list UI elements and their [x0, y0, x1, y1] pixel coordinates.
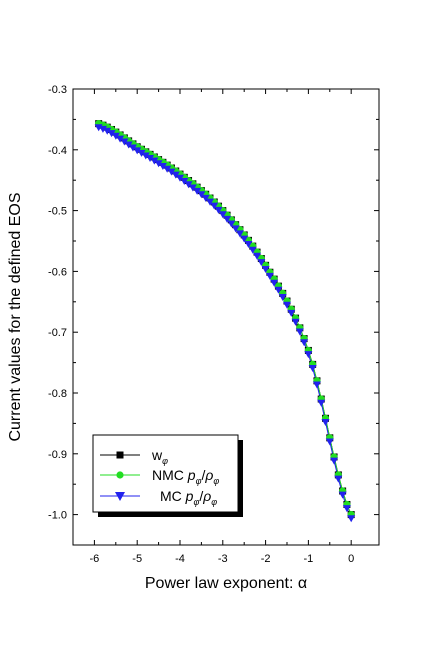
x-tick-label: -4 — [175, 553, 185, 565]
data-point-triangle — [103, 127, 112, 135]
data-point-triangle — [98, 125, 107, 133]
y-tick-label: -1.0 — [48, 510, 67, 522]
data-point-triangle — [120, 138, 129, 146]
y-tick-label: -0.9 — [48, 449, 67, 461]
data-point-triangle — [171, 171, 180, 179]
data-point-triangle — [304, 351, 313, 359]
data-point-triangle — [141, 152, 150, 160]
plot-frame — [72, 88, 380, 546]
data-point-triangle — [240, 235, 249, 243]
legend-label-1: NMC pφ/ρφ — [152, 467, 219, 486]
data-point-triangle — [163, 165, 172, 173]
y-tick-label: -0.7 — [48, 327, 67, 339]
data-point-triangle — [244, 241, 253, 249]
data-point-triangle — [223, 215, 232, 223]
x-tick-label: -1 — [303, 553, 313, 565]
y-tick-label: -0.8 — [48, 388, 67, 400]
data-point-triangle — [180, 177, 189, 185]
data-point-triangle — [210, 202, 219, 210]
legend-marker-triangle — [115, 492, 125, 501]
data-point-triangle — [295, 328, 304, 336]
data-point-triangle — [274, 286, 283, 294]
data-point-triangle — [188, 184, 197, 192]
data-point-triangle — [342, 505, 351, 513]
y-axis: -1.0 -0.9 -0.8 -0.7 -0.6 -0.5 -0.4 -0.3 — [48, 84, 379, 522]
data-point-triangle — [317, 399, 326, 407]
data-point-triangle — [205, 198, 214, 206]
data-point-triangle — [158, 162, 167, 170]
x-tick-label: -6 — [90, 553, 100, 565]
data-point-triangle — [338, 491, 347, 499]
data-point-triangle — [146, 155, 155, 163]
x-axis-title: Power law exponent: α — [145, 575, 307, 592]
data-point-triangle — [347, 515, 356, 523]
data-point-triangle — [231, 225, 240, 233]
data-point-triangle — [321, 418, 330, 426]
data-point-triangle — [133, 147, 142, 155]
data-point-triangle — [325, 438, 334, 446]
data-point-triangle — [154, 160, 163, 168]
data-point-triangle — [282, 301, 291, 309]
data-point-triangle — [300, 339, 309, 347]
data-point-triangle — [124, 141, 133, 149]
data-point-triangle — [137, 149, 146, 157]
x-tick-label: -3 — [218, 553, 228, 565]
data-point-triangle — [261, 265, 270, 273]
data-point-triangle — [175, 174, 184, 182]
data-point-triangle — [111, 132, 120, 140]
data-point-triangle — [150, 157, 159, 165]
data-point-triangle — [227, 220, 236, 228]
legend-label-0: wφ — [151, 447, 168, 466]
data-point-triangle — [128, 144, 137, 152]
data-point-triangle — [235, 230, 244, 238]
legend-marker-circle — [116, 471, 124, 479]
data-point-triangle — [253, 252, 262, 260]
x-axis: -6 -5 -4 -3 -2 -1 0 — [90, 89, 354, 565]
y-axis-title: Current values for the defined EOS — [7, 192, 24, 441]
y-tick-label: -0.6 — [48, 266, 67, 278]
x-tick-label: -5 — [132, 553, 142, 565]
data-point-triangle — [248, 246, 257, 254]
data-point-triangle — [107, 130, 116, 138]
legend-label-2: MC pφ/ρφ — [160, 488, 217, 507]
data-point-triangle — [287, 309, 296, 317]
legend-marker-square — [116, 451, 124, 459]
x-tick-label: -2 — [261, 553, 271, 565]
y-tick-label: -0.5 — [48, 206, 67, 218]
data-point-triangle — [291, 318, 300, 326]
data-point-triangle — [257, 259, 266, 267]
data-point-triangle — [201, 194, 210, 202]
data-point-triangle — [278, 294, 287, 302]
data-point-triangle — [334, 475, 343, 483]
data-point-triangle — [116, 135, 125, 143]
data-point-triangle — [184, 181, 193, 189]
data-point-triangle — [312, 381, 321, 389]
data-point-triangle — [270, 279, 279, 287]
data-point-triangle — [218, 211, 227, 219]
data-point-triangle — [265, 272, 274, 280]
data-point-triangle — [197, 191, 206, 199]
x-tick-label: 0 — [348, 553, 354, 565]
data-point-triangle — [330, 457, 339, 465]
y-tick-label: -0.4 — [48, 145, 67, 157]
data-point-triangle — [214, 206, 223, 214]
data-point-triangle — [193, 187, 202, 195]
data-point-triangle — [167, 168, 176, 176]
y-tick-label: -0.3 — [48, 84, 67, 96]
data-point-triangle — [308, 365, 317, 373]
series-markers — [94, 120, 356, 523]
